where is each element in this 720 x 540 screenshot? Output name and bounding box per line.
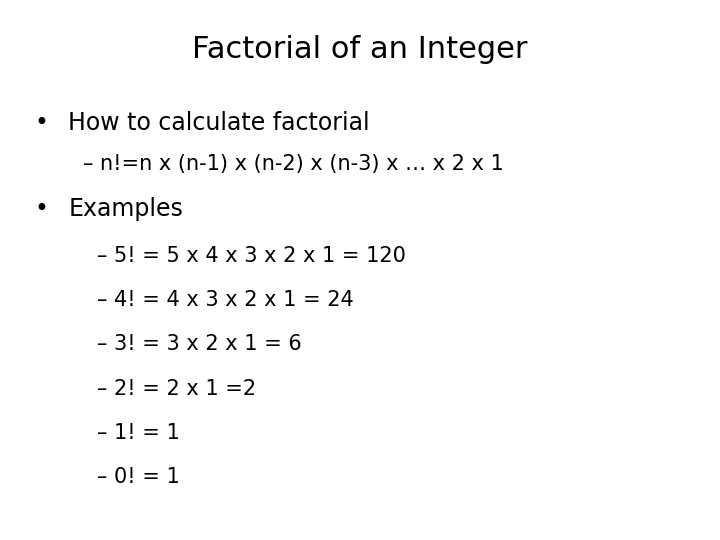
- Text: – 3! = 3 x 2 x 1 = 6: – 3! = 3 x 2 x 1 = 6: [97, 334, 302, 354]
- Text: •: •: [35, 111, 49, 134]
- Text: •: •: [35, 197, 49, 221]
- Text: – n!=n x (n-1) x (n-2) x (n-3) x … x 2 x 1: – n!=n x (n-1) x (n-2) x (n-3) x … x 2 x…: [83, 154, 503, 174]
- Text: – 0! = 1: – 0! = 1: [97, 467, 180, 487]
- Text: How to calculate factorial: How to calculate factorial: [68, 111, 370, 134]
- Text: – 2! = 2 x 1 =2: – 2! = 2 x 1 =2: [97, 379, 256, 399]
- Text: Examples: Examples: [68, 197, 184, 221]
- Text: – 1! = 1: – 1! = 1: [97, 423, 180, 443]
- Text: – 5! = 5 x 4 x 3 x 2 x 1 = 120: – 5! = 5 x 4 x 3 x 2 x 1 = 120: [97, 246, 406, 266]
- Text: Factorial of an Integer: Factorial of an Integer: [192, 35, 528, 64]
- Text: – 4! = 4 x 3 x 2 x 1 = 24: – 4! = 4 x 3 x 2 x 1 = 24: [97, 290, 354, 310]
